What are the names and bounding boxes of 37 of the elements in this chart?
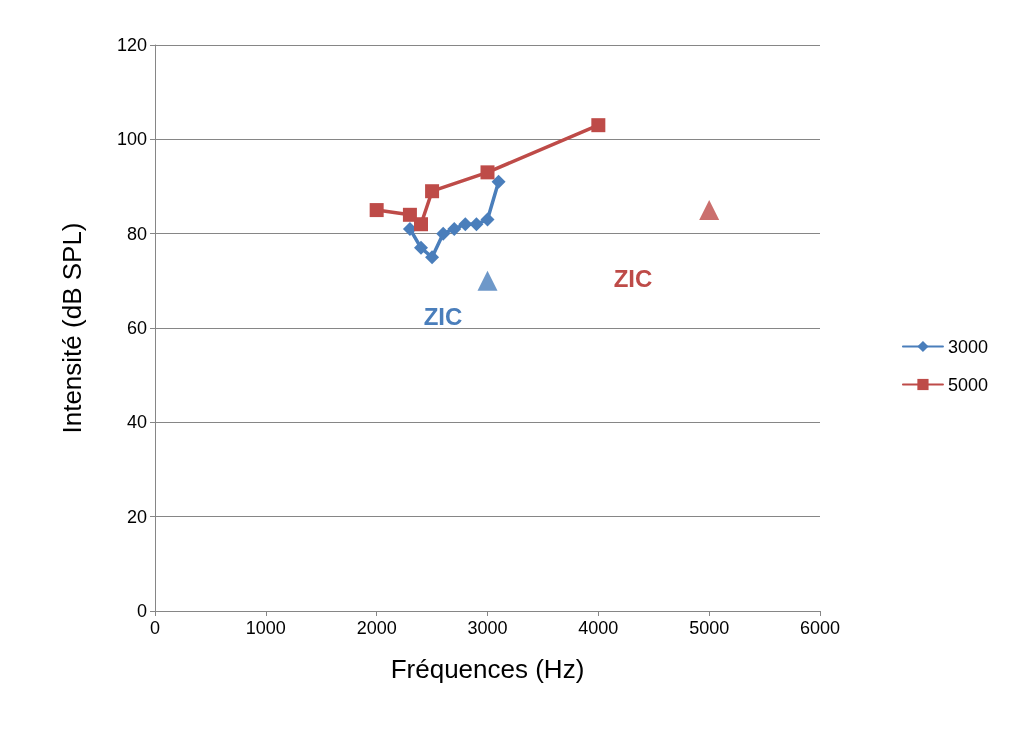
x-tick-label: 6000 (799, 618, 841, 638)
x-tick-label: 1000 (245, 618, 286, 638)
point (414, 217, 428, 232)
point (447, 221, 462, 236)
legend-label: 5000 (947, 374, 988, 395)
point (699, 200, 720, 221)
y-tick-label: 20 (126, 506, 147, 527)
annotation: ZIC (613, 264, 653, 292)
y-tick-label: 40 (126, 412, 147, 433)
point (402, 207, 417, 222)
y-axis-title: Intensité (dB SPL) (57, 222, 87, 434)
x-tick-label: 5000 (689, 618, 730, 638)
point (480, 212, 495, 227)
legend-label: 3000 (947, 336, 988, 357)
x-tick-label: 4000 (578, 618, 619, 638)
point (425, 250, 440, 265)
point (491, 174, 506, 189)
point (425, 184, 440, 199)
point (458, 217, 473, 232)
y-tick-label: 80 (126, 223, 147, 244)
point (477, 270, 498, 291)
point (480, 165, 495, 180)
y-tick-label: 120 (116, 35, 147, 55)
x-tick-label: 2000 (356, 618, 397, 638)
point (436, 226, 451, 241)
x-tick-label: 3000 (467, 618, 508, 638)
y-tick-label: 60 (126, 318, 147, 338)
y-tick-label: 100 (116, 129, 147, 150)
x-axis-title: Fréquences (Hz) (390, 654, 585, 684)
point (369, 203, 384, 218)
point (591, 118, 606, 133)
x-tick-label: 0 (149, 618, 161, 638)
y-tick-label: 0 (136, 601, 147, 621)
point (402, 221, 417, 236)
annotation: ZIC (423, 302, 463, 330)
point (469, 217, 484, 232)
point (414, 240, 428, 255)
